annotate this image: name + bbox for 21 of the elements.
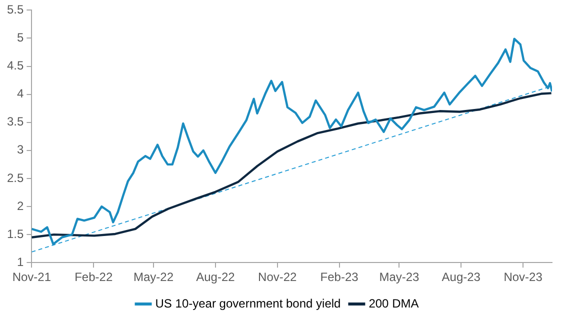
x-tick-label: Aug-22 (196, 270, 236, 284)
x-tick-label: Aug-23 (442, 270, 481, 284)
y-tick-label: 3.5 (6, 114, 24, 129)
y-tick-label: 2.5 (6, 170, 24, 185)
y-tick-label: 4 (16, 86, 24, 101)
x-tick-label: Nov-21 (12, 270, 52, 284)
y-tick-label: 1 (16, 254, 24, 269)
y-tick-label: 5.5 (6, 2, 24, 17)
y-tick-label: 5 (16, 30, 24, 45)
x-tick-label: May-22 (134, 270, 174, 284)
x-tick-label: Nov-22 (258, 270, 298, 284)
x-tick-label: Nov-23 (504, 270, 543, 284)
y-tick-label: 3 (16, 142, 24, 157)
y-tick-label: 4.5 (6, 58, 24, 73)
x-tick-label: Feb-22 (74, 270, 113, 284)
x-tick-label: Feb-23 (320, 270, 359, 284)
x-tick-label: May-23 (379, 270, 420, 284)
legend-label: US 10-year government bond yield (155, 296, 341, 310)
y-tick-label: 2 (16, 198, 24, 213)
legend-label: 200 DMA (368, 296, 419, 310)
y-tick-label: 1.5 (6, 226, 24, 241)
